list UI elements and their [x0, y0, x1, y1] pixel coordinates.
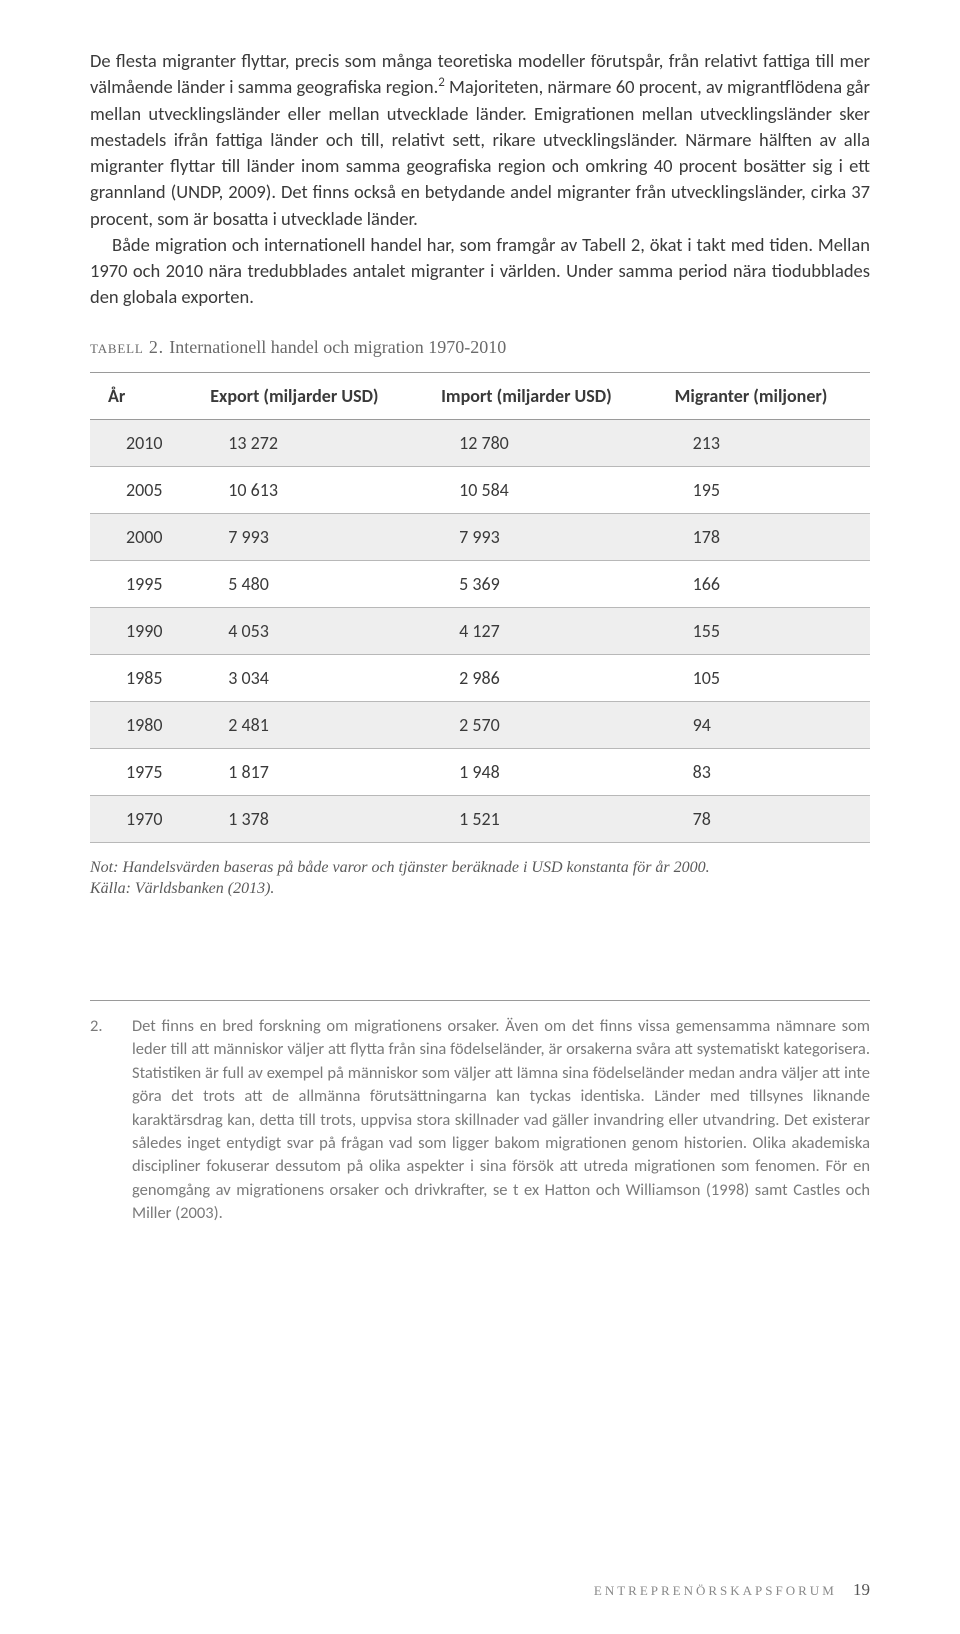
migration-trade-table: År Export (miljarder USD) Import (miljar…: [90, 372, 870, 843]
table-row: 200510 61310 584195: [90, 466, 870, 513]
footnote-separator: [90, 1000, 870, 1001]
col-year: År: [90, 372, 192, 419]
cell: 2 986: [423, 654, 657, 701]
cell: 1 817: [192, 748, 423, 795]
footer-text: ENTREPRENÖRSKAPSFORUM: [594, 1583, 837, 1598]
page-footer: ENTREPRENÖRSKAPSFORUM 19: [594, 1580, 870, 1600]
cell: 1990: [90, 607, 192, 654]
cell: 1980: [90, 701, 192, 748]
col-migrants: Migranter (miljoner): [657, 372, 870, 419]
cell: 10 613: [192, 466, 423, 513]
cell: 1 948: [423, 748, 657, 795]
table-note-line1: Not: Handelsvärden baseras på både varor…: [90, 857, 870, 879]
cell: 7 993: [192, 513, 423, 560]
table-body: 201013 27212 780213 200510 61310 584195 …: [90, 419, 870, 842]
cell: 4 127: [423, 607, 657, 654]
table-caption: tabell 2. Internationell handel och migr…: [90, 337, 870, 358]
table-note: Not: Handelsvärden baseras på både varor…: [90, 857, 870, 900]
cell: 2010: [90, 419, 192, 466]
cell: 1985: [90, 654, 192, 701]
footer-page-number: 19: [853, 1580, 870, 1599]
body-paragraph-1: De flesta migranter flyttar, precis som …: [90, 48, 870, 311]
cell: 1 378: [192, 795, 423, 842]
cell: 94: [657, 701, 870, 748]
table-row: 19802 4812 57094: [90, 701, 870, 748]
cell: 7 993: [423, 513, 657, 560]
p1-text-b: Majoriteten, närmare 60 procent, av migr…: [90, 75, 870, 229]
cell: 13 272: [192, 419, 423, 466]
cell: 166: [657, 560, 870, 607]
cell: 2 570: [423, 701, 657, 748]
table-row: 20007 9937 993178: [90, 513, 870, 560]
cell: 10 584: [423, 466, 657, 513]
footnote-number: 2.: [90, 1015, 108, 1226]
cell: 3 034: [192, 654, 423, 701]
cell: 1 521: [423, 795, 657, 842]
table-row: 19751 8171 94883: [90, 748, 870, 795]
table-header-row: År Export (miljarder USD) Import (miljar…: [90, 372, 870, 419]
cell: 1995: [90, 560, 192, 607]
cell: 195: [657, 466, 870, 513]
cell: 83: [657, 748, 870, 795]
table-row: 19701 3781 52178: [90, 795, 870, 842]
cell: 2 481: [192, 701, 423, 748]
cell: 78: [657, 795, 870, 842]
cell: 5 480: [192, 560, 423, 607]
cell: 178: [657, 513, 870, 560]
footnote-2: 2. Det finns en bred forskning om migrat…: [90, 1015, 870, 1226]
col-export: Export (miljarder USD): [192, 372, 423, 419]
table-caption-label: tabell 2.: [90, 337, 169, 357]
table-row: 19853 0342 986105: [90, 654, 870, 701]
cell: 4 053: [192, 607, 423, 654]
cell: 213: [657, 419, 870, 466]
table-row: 19904 0534 127155: [90, 607, 870, 654]
footnote-text: Det finns en bred forskning om migration…: [132, 1015, 870, 1226]
cell: 2000: [90, 513, 192, 560]
table-note-line2: Källa: Världsbanken (2013).: [90, 878, 870, 900]
table-head: År Export (miljarder USD) Import (miljar…: [90, 372, 870, 419]
cell: 5 369: [423, 560, 657, 607]
col-import: Import (miljarder USD): [423, 372, 657, 419]
cell: 1975: [90, 748, 192, 795]
table-row: 201013 27212 780213: [90, 419, 870, 466]
table-caption-text: Internationell handel och migration 1970…: [169, 337, 506, 357]
cell: 155: [657, 607, 870, 654]
cell: 2005: [90, 466, 192, 513]
cell: 105: [657, 654, 870, 701]
cell: 1970: [90, 795, 192, 842]
table-row: 19955 4805 369166: [90, 560, 870, 607]
p2-text: Både migration och internationell handel…: [90, 232, 870, 311]
cell: 12 780: [423, 419, 657, 466]
